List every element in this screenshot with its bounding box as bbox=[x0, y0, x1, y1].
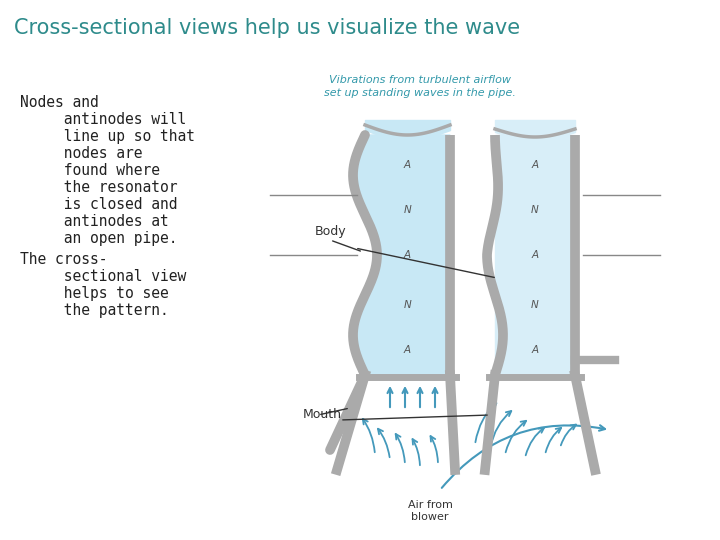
Text: Body: Body bbox=[315, 226, 346, 239]
Text: A: A bbox=[531, 250, 539, 260]
Text: A: A bbox=[404, 345, 411, 355]
Polygon shape bbox=[495, 135, 575, 375]
Polygon shape bbox=[355, 135, 450, 375]
Text: found where: found where bbox=[20, 163, 160, 178]
Text: nodes are: nodes are bbox=[20, 146, 143, 161]
Text: set up standing waves in the pipe.: set up standing waves in the pipe. bbox=[324, 88, 516, 98]
Text: N: N bbox=[404, 300, 411, 310]
Text: A: A bbox=[404, 160, 411, 170]
Text: N: N bbox=[404, 205, 411, 215]
Text: is closed and: is closed and bbox=[20, 197, 178, 212]
Text: Vibrations from turbulent airflow: Vibrations from turbulent airflow bbox=[329, 75, 511, 85]
Text: antinodes will: antinodes will bbox=[20, 112, 186, 127]
Text: A: A bbox=[531, 345, 539, 355]
Text: N: N bbox=[531, 205, 539, 215]
Text: antinodes at: antinodes at bbox=[20, 214, 168, 229]
Text: Mouth: Mouth bbox=[303, 408, 342, 422]
Text: line up so that: line up so that bbox=[20, 129, 195, 144]
Text: helps to see: helps to see bbox=[20, 286, 168, 301]
Text: N: N bbox=[531, 300, 539, 310]
Text: sectional view: sectional view bbox=[20, 269, 186, 284]
Text: the pattern.: the pattern. bbox=[20, 303, 168, 318]
Text: The cross-: The cross- bbox=[20, 252, 107, 267]
Text: Nodes and: Nodes and bbox=[20, 95, 99, 110]
Text: an open pipe.: an open pipe. bbox=[20, 231, 178, 246]
Text: A: A bbox=[531, 160, 539, 170]
Text: Air from
blower: Air from blower bbox=[408, 500, 452, 522]
Text: A: A bbox=[404, 250, 411, 260]
Text: Cross-sectional views help us visualize the wave: Cross-sectional views help us visualize … bbox=[14, 18, 520, 38]
Text: the resonator: the resonator bbox=[20, 180, 178, 195]
